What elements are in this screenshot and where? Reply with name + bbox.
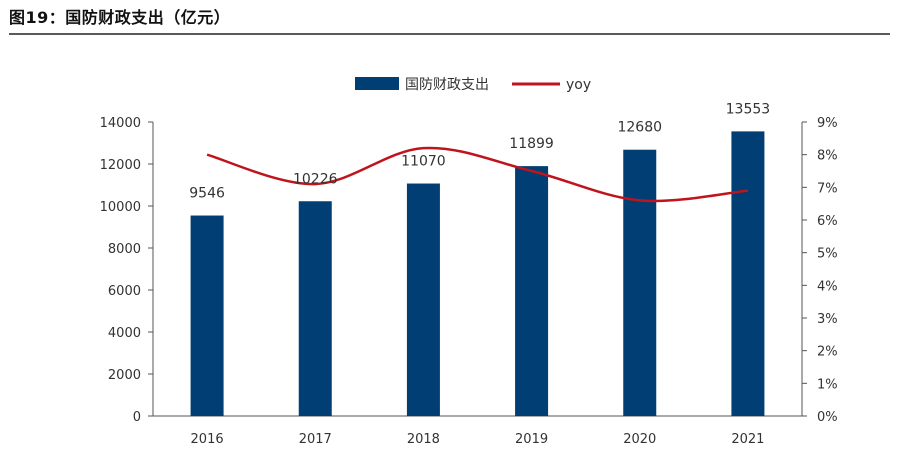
x-tick-label: 2018 <box>407 432 440 447</box>
y-tick-label: 14000 <box>100 116 141 131</box>
bar <box>623 149 657 416</box>
y-tick-label: 10000 <box>100 200 141 215</box>
figure-title: 图19：国防财政支出（亿元） <box>9 8 231 27</box>
data-label: 9546 <box>189 186 225 202</box>
y2-tick-label: 5% <box>817 247 838 262</box>
data-label: 13553 <box>726 101 771 117</box>
y2-tick-label: 3% <box>817 312 838 327</box>
bar <box>731 131 765 416</box>
data-label: 11899 <box>509 136 554 152</box>
legend-bar-swatch <box>355 77 399 90</box>
y2-tick-label: 9% <box>817 116 838 131</box>
y2-tick-label: 4% <box>817 279 838 294</box>
x-tick-label: 2020 <box>623 432 656 447</box>
x-tick-label: 2021 <box>731 432 764 447</box>
yoy-line-path <box>206 146 749 203</box>
bar <box>515 166 549 416</box>
bars <box>190 131 765 416</box>
x-tick-label: 2017 <box>299 432 332 447</box>
data-label: 12680 <box>617 120 662 136</box>
y2-tick-label: 0% <box>817 410 838 425</box>
y2-tick-label: 7% <box>817 181 838 196</box>
bar <box>190 215 224 416</box>
legend: 国防财政支出 yoy <box>355 77 591 93</box>
data-label: 11070 <box>401 154 446 170</box>
y2-tick-label: 8% <box>817 149 838 164</box>
legend-line-label: yoy <box>566 77 591 93</box>
y-tick-label: 0 <box>133 410 141 425</box>
y-tick-label: 12000 <box>100 158 141 173</box>
y-tick-label: 8000 <box>108 242 141 257</box>
data-labels: 9546 10226 11070 11899 12680 13553 <box>189 101 770 201</box>
x-tick-label: 2016 <box>191 432 224 447</box>
y-tick-label: 6000 <box>108 284 141 299</box>
y-tick-label: 2000 <box>108 368 141 383</box>
yoy-line <box>206 146 749 203</box>
data-label: 10226 <box>293 171 338 187</box>
axes: 0 2000 4000 6000 8000 10000 12000 14000 0% 1% 2% 3%… <box>100 116 838 447</box>
y2-tick-label: 2% <box>817 345 838 360</box>
y2-tick-label: 1% <box>817 377 838 392</box>
x-tick-label: 2019 <box>515 432 548 447</box>
y2-tick-label: 6% <box>817 214 838 229</box>
y-tick-label: 4000 <box>108 326 141 341</box>
legend-bar-label: 国防财政支出 <box>405 77 489 93</box>
bar <box>298 201 332 416</box>
bar <box>406 183 440 416</box>
title-divider <box>9 33 890 35</box>
